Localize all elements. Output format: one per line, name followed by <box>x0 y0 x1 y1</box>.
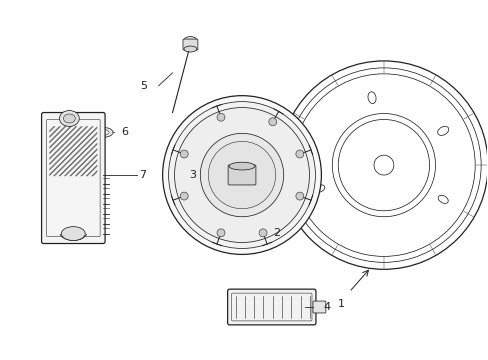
FancyBboxPatch shape <box>312 301 325 313</box>
Ellipse shape <box>183 46 197 52</box>
Circle shape <box>268 118 276 126</box>
Text: 5: 5 <box>140 81 146 91</box>
Circle shape <box>259 229 266 237</box>
FancyBboxPatch shape <box>270 196 284 207</box>
Circle shape <box>168 102 315 248</box>
Circle shape <box>295 192 303 200</box>
Circle shape <box>295 150 303 158</box>
Ellipse shape <box>93 127 113 137</box>
Circle shape <box>180 192 188 200</box>
Circle shape <box>163 96 321 255</box>
FancyBboxPatch shape <box>41 113 105 243</box>
Circle shape <box>208 141 275 209</box>
Circle shape <box>200 133 283 217</box>
Circle shape <box>180 150 188 158</box>
Text: 3: 3 <box>189 170 196 180</box>
Circle shape <box>217 229 224 237</box>
Ellipse shape <box>60 111 79 126</box>
FancyBboxPatch shape <box>227 289 315 325</box>
Ellipse shape <box>229 162 254 170</box>
Circle shape <box>217 113 224 121</box>
FancyBboxPatch shape <box>183 39 198 50</box>
Ellipse shape <box>61 227 85 240</box>
Text: 1: 1 <box>337 299 344 309</box>
Ellipse shape <box>183 37 197 44</box>
Text: 2: 2 <box>273 228 280 238</box>
FancyBboxPatch shape <box>228 165 255 185</box>
Circle shape <box>174 108 309 243</box>
Ellipse shape <box>97 130 109 135</box>
Ellipse shape <box>63 114 75 123</box>
Text: 4: 4 <box>323 302 330 312</box>
Text: 7: 7 <box>139 170 145 180</box>
Text: 6: 6 <box>121 127 128 138</box>
